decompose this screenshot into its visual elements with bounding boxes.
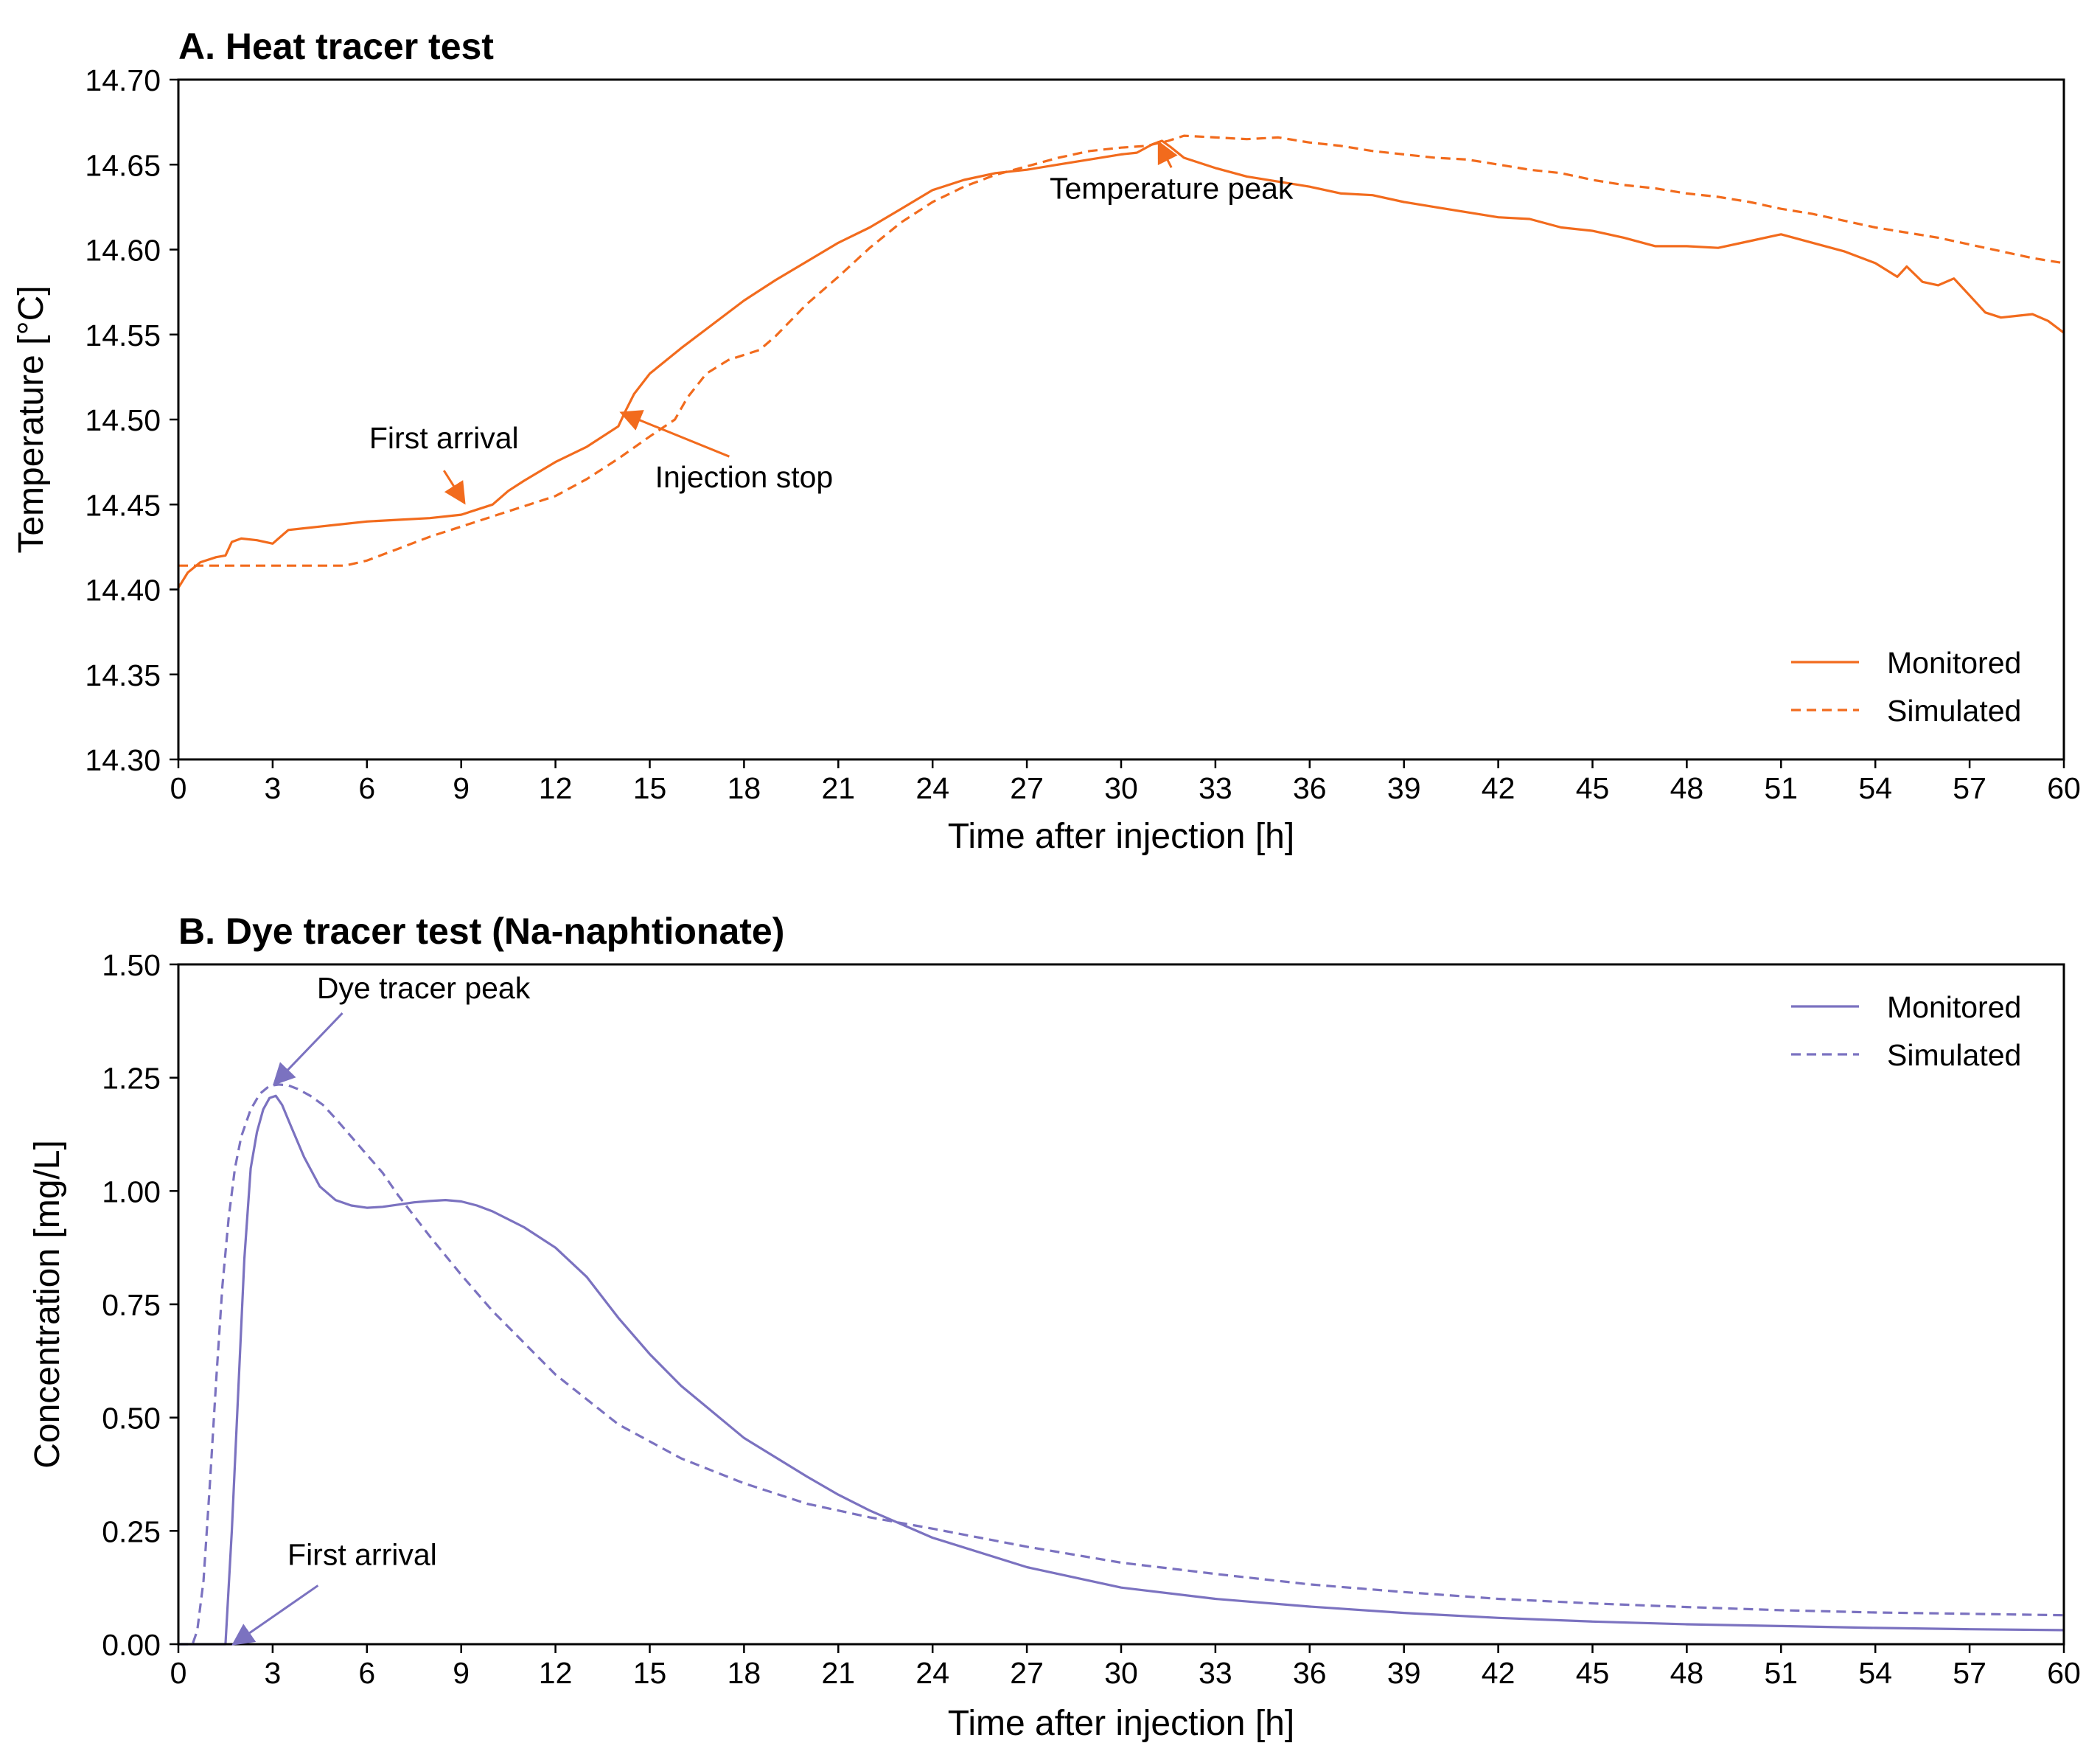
x-tick-label: 24 — [915, 1656, 949, 1690]
x-tick-label: 33 — [1199, 1656, 1232, 1690]
series-line-simulated — [178, 1083, 2064, 1646]
legend-label-monitored: Monitored — [1887, 990, 2021, 1024]
y-tick-label: 14.55 — [85, 319, 161, 352]
x-tick-label: 0 — [170, 771, 187, 805]
y-axis-label: Concentration [mg/L] — [28, 1140, 67, 1469]
x-tick-label: 60 — [2047, 771, 2081, 805]
annotation-arrow — [1157, 140, 1178, 169]
annotation-label: Injection stop — [655, 460, 834, 494]
x-tick-label: 42 — [1482, 771, 1515, 805]
y-tick-label: 0.75 — [102, 1288, 161, 1322]
y-tick-label: 14.65 — [85, 148, 161, 182]
axes-frame — [177, 963, 2065, 1646]
x-tick-label: 57 — [1953, 771, 1986, 805]
x-tick-label: 33 — [1199, 771, 1232, 805]
y-tick-label: 1.25 — [102, 1062, 161, 1096]
y-tick-label: 14.50 — [85, 403, 161, 437]
x-tick-label: 21 — [821, 1656, 855, 1690]
panel-title: A. Heat tracer test — [178, 26, 494, 67]
x-tick-label: 60 — [2047, 1656, 2081, 1690]
series-line-monitored — [178, 1094, 2064, 1646]
x-tick-label: 45 — [1576, 771, 1610, 805]
x-tick-label: 27 — [1010, 1656, 1044, 1690]
x-tick-label: 9 — [453, 771, 470, 805]
y-tick-label: 1.50 — [102, 948, 161, 982]
x-tick-label: 27 — [1010, 771, 1044, 805]
annotation-arrow — [619, 410, 730, 458]
y-axis-label: Temperature [°C] — [12, 285, 51, 553]
annotation-arrow — [231, 1584, 319, 1646]
x-tick-label: 48 — [1670, 1656, 1704, 1690]
x-tick-label: 51 — [1764, 771, 1798, 805]
x-tick-label: 6 — [358, 771, 375, 805]
y-tick-label: 14.70 — [85, 63, 161, 97]
x-tick-label: 24 — [915, 771, 949, 805]
annotation-label: First arrival — [287, 1537, 437, 1571]
annotation-label: Temperature peak — [1050, 171, 1294, 205]
x-tick-label: 21 — [821, 771, 855, 805]
x-tick-label: 18 — [728, 771, 761, 805]
x-tick-label: 15 — [633, 1656, 667, 1690]
annotation-label: First arrival — [369, 421, 519, 455]
panel-dye-tracer: B. Dye tracer test (Na-naphtionate)0 3 6 9 1… — [28, 911, 2081, 1743]
y-tick-label: 14.45 — [85, 488, 161, 522]
x-tick-label: 12 — [539, 1656, 573, 1690]
y-tick-label: 14.60 — [85, 234, 161, 268]
x-tick-label: 54 — [1858, 771, 1892, 805]
x-axis-label: Time after injection [h] — [948, 1704, 1294, 1743]
x-tick-label: 3 — [264, 771, 281, 805]
x-tick-label: 51 — [1764, 1656, 1798, 1690]
legend-label-simulated: Simulated — [1887, 1038, 2021, 1072]
x-tick-label: 45 — [1576, 1656, 1610, 1690]
x-tick-label: 9 — [453, 1656, 470, 1690]
x-tick-label: 18 — [728, 1656, 761, 1690]
x-tick-label: 57 — [1953, 1656, 1986, 1690]
x-tick-label: 6 — [358, 1656, 375, 1690]
x-tick-label: 36 — [1293, 771, 1327, 805]
x-tick-label: 30 — [1104, 771, 1138, 805]
y-tick-label: 14.30 — [85, 743, 161, 777]
y-tick-label: 14.35 — [85, 658, 161, 692]
x-tick-label: 0 — [170, 1656, 187, 1690]
legend-label-monitored: Monitored — [1887, 646, 2021, 680]
panel-title: B. Dye tracer test (Na-naphtionate) — [178, 911, 784, 952]
x-tick-label: 3 — [264, 1656, 281, 1690]
y-tick-label: 14.40 — [85, 574, 161, 608]
annotation-arrow — [272, 1012, 343, 1086]
x-tick-label: 12 — [539, 771, 573, 805]
y-tick-label: 0.25 — [102, 1514, 161, 1548]
x-tick-label: 15 — [633, 771, 667, 805]
series-line-monitored — [178, 139, 2064, 589]
annotation-arrow — [442, 470, 466, 505]
x-tick-label: 42 — [1482, 1656, 1515, 1690]
x-tick-label: 48 — [1670, 771, 1704, 805]
x-tick-label: 30 — [1104, 1656, 1138, 1690]
x-tick-label: 39 — [1387, 1656, 1421, 1690]
x-tick-label: 36 — [1293, 1656, 1327, 1690]
y-tick-label: 0.00 — [102, 1628, 161, 1662]
x-axis-label: Time after injection [h] — [948, 817, 1294, 856]
x-tick-label: 39 — [1387, 771, 1421, 805]
series-line-simulated — [178, 134, 2064, 567]
y-tick-label: 0.50 — [102, 1402, 161, 1436]
x-tick-label: 54 — [1858, 1656, 1892, 1690]
y-tick-label: 1.00 — [102, 1175, 161, 1208]
annotation-label: Dye tracer peak — [317, 971, 531, 1005]
legend-label-simulated: Simulated — [1887, 694, 2021, 728]
